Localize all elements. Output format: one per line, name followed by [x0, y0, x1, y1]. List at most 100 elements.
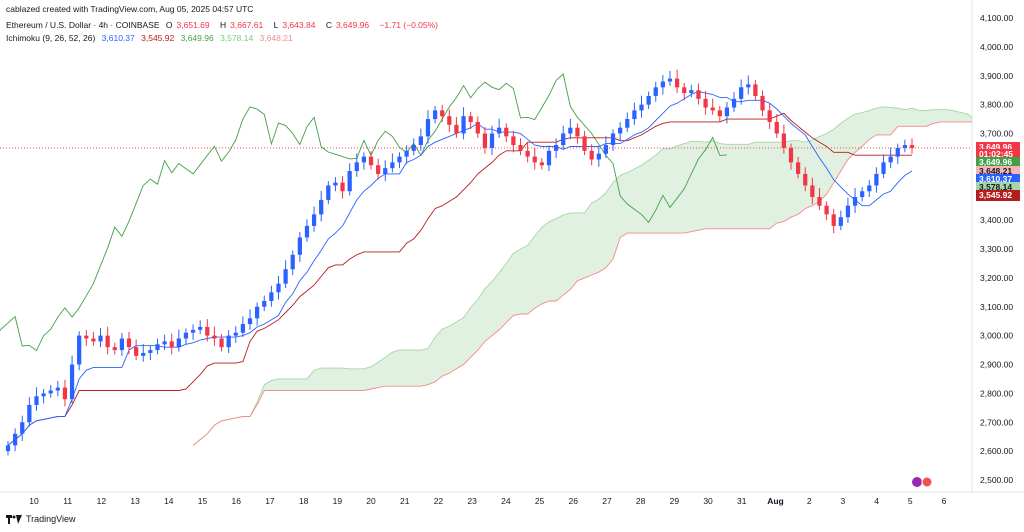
- candle-body: [126, 338, 132, 348]
- candle-body: [895, 147, 900, 157]
- x-tick-label: 4: [874, 496, 879, 506]
- candle-body: [226, 335, 231, 348]
- candle-body: [41, 393, 46, 397]
- y-tick-label: 4,000.00: [980, 42, 1013, 52]
- candle-body: [269, 292, 274, 301]
- x-tick-label: 23: [467, 496, 477, 506]
- candle-body: [482, 133, 488, 148]
- price-tag: 01:02:45: [976, 149, 1020, 161]
- x-tick-label: 18: [299, 496, 309, 506]
- x-tick-label: 25: [535, 496, 545, 506]
- tradingview-brand: TradingView: [26, 514, 76, 524]
- candle-body: [141, 352, 146, 356]
- x-tick-label: 26: [569, 496, 579, 506]
- x-tick-label: 16: [231, 496, 241, 506]
- candle-body: [297, 237, 302, 255]
- flag-marker-icon[interactable]: [921, 476, 933, 488]
- candle-body: [810, 185, 815, 198]
- candle-body: [774, 121, 779, 134]
- candle-body: [731, 98, 737, 108]
- event-marker-icon[interactable]: [912, 477, 922, 487]
- candle-body: [667, 78, 673, 82]
- candle-body: [205, 326, 210, 336]
- indicator-name: Ichimoku (9, 26, 52, 26): [6, 33, 96, 43]
- x-tick-label: 22: [434, 496, 444, 506]
- candle-body: [169, 341, 174, 348]
- candle-body: [646, 95, 651, 105]
- candle-body: [148, 350, 153, 353]
- x-tick-label: 19: [333, 496, 343, 506]
- y-tick-label: 2,700.00: [980, 417, 1013, 427]
- candle-body: [489, 133, 495, 148]
- candle-body: [504, 127, 509, 137]
- x-tick-label: 14: [164, 496, 174, 506]
- candle-body: [98, 335, 103, 342]
- candle-body: [589, 150, 594, 160]
- candle-body: [888, 156, 893, 163]
- candle-body: [69, 364, 75, 400]
- x-tick-label: 10: [29, 496, 39, 506]
- candle-body: [525, 150, 530, 157]
- candle-body: [760, 95, 765, 111]
- candle-body: [454, 124, 459, 134]
- candle-body: [119, 338, 125, 351]
- indicator-legend: Ichimoku (9, 26, 52, 26) 3,610.37 3,545.…: [6, 33, 297, 43]
- candle-body: [803, 173, 808, 186]
- x-tick-label: 15: [198, 496, 208, 506]
- tradingview-logo-icon: [6, 514, 22, 524]
- candle-body: [703, 98, 708, 108]
- candle-body: [639, 104, 644, 111]
- symbol-legend: Ethereum / U.S. Dollar · 4h · COINBASE O…: [6, 20, 442, 30]
- candle-body: [746, 84, 751, 88]
- candle-body: [582, 136, 587, 151]
- candle-body: [696, 90, 701, 99]
- candle-body: [682, 87, 687, 94]
- candle-body: [354, 162, 359, 172]
- candle-body: [831, 214, 836, 226]
- candle-body: [105, 335, 110, 348]
- candle-body: [219, 338, 224, 348]
- candle-body: [432, 110, 438, 120]
- y-tick-label: 3,100.00: [980, 302, 1013, 312]
- chikou-line: [0, 73, 727, 352]
- indicator-chikou: 3,649.96: [180, 33, 214, 43]
- candle-body: [497, 127, 502, 134]
- candle-body: [212, 335, 217, 339]
- candle-body: [795, 162, 801, 174]
- candle-body: [62, 387, 68, 400]
- candle-body: [20, 422, 25, 434]
- candle-body: [255, 306, 260, 319]
- candle-body: [788, 147, 794, 163]
- tradingview-footer: TradingView: [6, 514, 76, 524]
- y-tick-label: 3,200.00: [980, 273, 1013, 283]
- indicator-kijun: 3,545.92: [141, 33, 175, 43]
- candle-body: [134, 347, 139, 356]
- candle-body: [860, 191, 865, 198]
- indicator-tenkan: 3,610.37: [101, 33, 135, 43]
- candle-body: [276, 283, 281, 293]
- candle-body: [368, 156, 374, 166]
- x-tick-label: 20: [366, 496, 376, 506]
- candle-body: [625, 119, 630, 128]
- candle-body: [902, 145, 908, 148]
- candle-body: [710, 107, 715, 111]
- x-tick-label: 17: [265, 496, 275, 506]
- y-tick-label: 3,800.00: [980, 100, 1013, 110]
- x-tick-label: 5: [908, 496, 913, 506]
- y-tick-label: 3,900.00: [980, 71, 1013, 81]
- candle-body: [347, 171, 352, 192]
- x-tick-label: 11: [63, 496, 72, 506]
- candle-body: [753, 84, 758, 96]
- candle-body: [283, 269, 288, 284]
- candle-body: [660, 81, 665, 88]
- candle-body: [596, 153, 601, 160]
- x-tick-label: 12: [97, 496, 107, 506]
- candle-body: [340, 182, 345, 192]
- candle-body: [674, 78, 680, 88]
- indicator-spanB: 3,648.21: [259, 33, 293, 43]
- ichimoku-cloud: [193, 106, 972, 446]
- candle-body: [610, 133, 616, 146]
- candle-body: [418, 136, 423, 146]
- candle-body: [319, 199, 324, 215]
